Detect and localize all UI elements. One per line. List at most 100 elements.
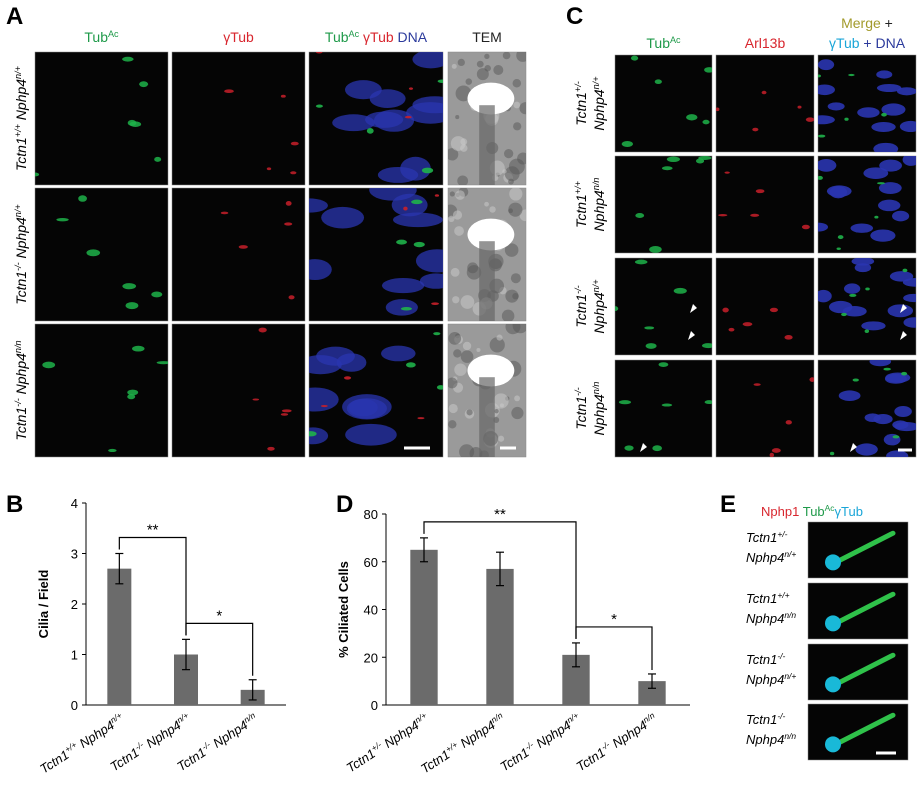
label-text: Nphp4 xyxy=(13,79,29,124)
x-tick-label: Tctn1-/- Nphp4n/n xyxy=(573,710,660,774)
grain xyxy=(460,295,475,309)
signal xyxy=(421,167,434,174)
signal xyxy=(56,217,69,222)
signal xyxy=(881,112,887,117)
signal xyxy=(122,283,137,290)
basal-body xyxy=(825,554,841,571)
label-text: Nphp4 xyxy=(591,394,607,435)
micrograph xyxy=(447,51,527,186)
signal xyxy=(836,247,841,251)
signal xyxy=(771,448,781,453)
grain xyxy=(466,409,473,416)
arrowhead xyxy=(900,304,907,313)
signal xyxy=(400,156,431,181)
signal xyxy=(290,141,299,146)
grain xyxy=(510,273,521,284)
label-text: Tctn1 xyxy=(13,271,29,305)
micrograph xyxy=(817,359,917,458)
signal xyxy=(818,59,835,71)
image-content xyxy=(220,201,295,300)
label-sup: +/- xyxy=(369,739,383,753)
image-bg xyxy=(34,51,169,186)
signal xyxy=(381,277,425,294)
label-text: + xyxy=(881,15,893,31)
label-sup: +/+ xyxy=(13,124,23,137)
signal xyxy=(618,400,632,405)
error-bar xyxy=(182,638,190,671)
y-axis-label: % Ciliated Cells xyxy=(336,561,351,658)
signal xyxy=(886,450,909,457)
signal xyxy=(284,222,293,226)
signal xyxy=(433,332,441,336)
signal xyxy=(345,423,397,446)
label-sup: n/+ xyxy=(591,76,601,89)
grain xyxy=(457,175,469,185)
signal xyxy=(621,141,634,147)
label-sup: +/+ xyxy=(777,590,789,600)
cilium xyxy=(835,652,896,686)
signal xyxy=(224,89,234,94)
signal xyxy=(315,52,323,54)
signal xyxy=(883,367,891,371)
grain xyxy=(448,403,458,414)
signal xyxy=(857,107,880,118)
x-tick-label: Tctn1-/- Nphp4n/+ xyxy=(497,710,584,774)
signal xyxy=(818,175,823,180)
signal xyxy=(267,446,275,451)
signal xyxy=(876,83,902,93)
label-text: Nphp4 xyxy=(74,717,117,752)
image-content xyxy=(825,530,896,571)
signal xyxy=(722,307,729,313)
label: Tctn1+/+ Nphp4n/+ xyxy=(13,66,29,171)
grain xyxy=(451,63,457,69)
signal xyxy=(348,398,378,417)
grain xyxy=(511,406,524,420)
grain xyxy=(476,60,484,68)
label: Tctn1+/- xyxy=(573,81,589,126)
signal xyxy=(852,378,859,382)
signal xyxy=(899,120,916,133)
signal xyxy=(373,109,415,132)
signal xyxy=(878,182,902,194)
signal xyxy=(881,103,906,116)
label-sup: -/- xyxy=(573,387,583,396)
grain xyxy=(501,309,515,321)
grain xyxy=(493,393,509,409)
signal xyxy=(855,443,878,456)
image-content xyxy=(722,307,793,340)
signal xyxy=(769,452,774,457)
signal xyxy=(695,158,705,164)
signal xyxy=(818,115,835,125)
x-tick-label: Tctn1+/+ Nphp4n/n xyxy=(417,710,507,777)
signal xyxy=(874,215,879,219)
image-content xyxy=(615,259,712,349)
image-content xyxy=(753,377,814,457)
signal xyxy=(849,293,857,297)
signal xyxy=(315,104,323,108)
signal xyxy=(396,239,407,245)
signal xyxy=(649,246,662,253)
signal xyxy=(892,420,909,430)
signal xyxy=(154,156,162,162)
image-bg xyxy=(614,359,713,458)
label-text: Tctn1 xyxy=(13,407,29,441)
label: Tctn1-/- Nphp4n/+ xyxy=(13,204,29,304)
signal xyxy=(827,102,845,111)
signal xyxy=(238,245,248,249)
significance-label: ** xyxy=(147,522,159,539)
panel-letter: D xyxy=(336,491,353,518)
signal xyxy=(838,390,861,401)
label: γTub + DNA xyxy=(829,35,906,51)
micrograph xyxy=(447,323,527,458)
micrograph xyxy=(171,187,306,322)
label-text: Nphp1 xyxy=(761,504,799,519)
image-bg xyxy=(171,51,306,186)
label-sup: -/- xyxy=(13,398,23,407)
signal xyxy=(393,212,443,228)
signal xyxy=(704,67,712,73)
label-text: Tctn1 xyxy=(746,530,777,545)
signal xyxy=(391,193,428,217)
axoneme xyxy=(479,105,495,185)
image-bg xyxy=(715,257,815,356)
